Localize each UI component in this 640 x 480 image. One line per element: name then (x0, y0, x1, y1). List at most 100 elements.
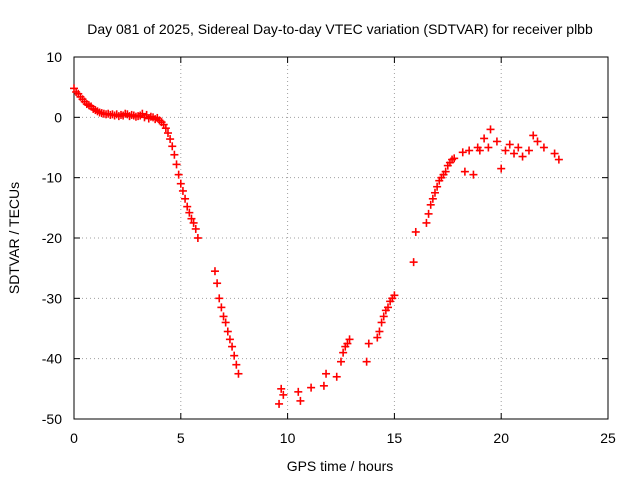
data-point (172, 160, 181, 169)
x-tick-label: 15 (387, 430, 403, 446)
data-point (529, 131, 538, 140)
data-point (379, 312, 388, 321)
data-point (189, 218, 198, 227)
data-point (225, 335, 234, 344)
data-point (185, 208, 194, 217)
y-tick-label: 0 (54, 109, 62, 125)
data-point (458, 148, 467, 157)
data-point (505, 140, 514, 149)
data-point (539, 143, 548, 152)
data-point (181, 194, 190, 203)
y-tick-label: -20 (42, 230, 62, 246)
data-point (550, 149, 559, 158)
data-point (554, 155, 563, 164)
data-point (364, 339, 373, 348)
grid (74, 57, 608, 419)
data-point (168, 142, 177, 151)
data-point (234, 369, 243, 378)
data-point (219, 312, 228, 321)
data-point (510, 149, 519, 158)
data-point (296, 396, 305, 405)
data-point (475, 146, 484, 155)
data-point (275, 399, 284, 408)
data-point (377, 318, 386, 327)
data-point (390, 291, 399, 300)
data-point (307, 383, 316, 392)
data-point (411, 227, 420, 236)
data-point (187, 214, 196, 223)
x-axis-label: GPS time / hours (287, 458, 394, 474)
data-point (383, 303, 392, 312)
data-point (480, 134, 489, 143)
y-tick-label: -40 (42, 351, 62, 367)
data-points (70, 84, 563, 408)
data-point (279, 390, 288, 399)
data-point (497, 164, 506, 173)
data-point (322, 369, 331, 378)
x-tick-label: 10 (280, 430, 296, 446)
y-tick-label: -10 (42, 170, 62, 186)
x-tick-label: 25 (600, 430, 616, 446)
x-tick-label: 5 (177, 430, 185, 446)
data-point (409, 258, 418, 267)
data-point (460, 167, 469, 176)
data-point (319, 381, 328, 390)
y-tick-label: -50 (42, 411, 62, 427)
data-point (345, 335, 354, 344)
data-point (217, 303, 226, 312)
data-point (484, 143, 493, 152)
data-point (215, 294, 224, 303)
data-point (492, 137, 501, 146)
data-point (161, 124, 170, 133)
y-tick-label: -30 (42, 290, 62, 306)
data-point (428, 194, 437, 203)
data-point (422, 218, 431, 227)
data-point (469, 170, 478, 179)
data-point (232, 360, 241, 369)
data-point (277, 384, 286, 393)
data-point (210, 267, 219, 276)
data-point (193, 234, 202, 242)
x-tick-label: 0 (70, 430, 78, 446)
data-point (174, 170, 183, 179)
data-point (294, 387, 303, 396)
chart-title: Day 081 of 2025, Sidereal Day-to-day VTE… (87, 21, 593, 37)
data-point (166, 135, 175, 144)
data-point (178, 186, 187, 195)
data-point (230, 351, 239, 360)
data-point (339, 348, 348, 357)
data-point (518, 152, 527, 161)
data-point (223, 327, 232, 336)
data-point (228, 342, 237, 351)
data-point (486, 125, 495, 134)
data-point (362, 357, 371, 366)
data-point (176, 179, 185, 188)
data-point (213, 279, 222, 288)
data-point (373, 333, 382, 342)
data-point (433, 182, 442, 191)
data-point (533, 137, 542, 146)
data-point (426, 200, 435, 209)
data-point (514, 143, 523, 152)
data-point (183, 202, 192, 211)
data-point (424, 209, 433, 218)
data-point (450, 154, 459, 163)
x-tick-label: 20 (493, 430, 509, 446)
data-point (221, 318, 230, 327)
data-point (337, 357, 345, 366)
axis-ticks: 0 5 10 15 20 25 10 0 -10 -20 -30 -40 -50 (42, 49, 616, 446)
data-point (332, 372, 341, 381)
data-point (430, 188, 439, 197)
y-tick-label: 10 (46, 49, 62, 65)
y-axis-label: SDTVAR / TECUs (6, 182, 22, 294)
data-point (465, 146, 474, 155)
data-point (524, 146, 533, 155)
data-point (375, 327, 384, 336)
data-point (163, 129, 172, 138)
data-point (343, 339, 352, 348)
data-point (441, 167, 450, 176)
data-point (191, 224, 200, 233)
data-point (501, 146, 510, 155)
data-point (170, 150, 179, 159)
